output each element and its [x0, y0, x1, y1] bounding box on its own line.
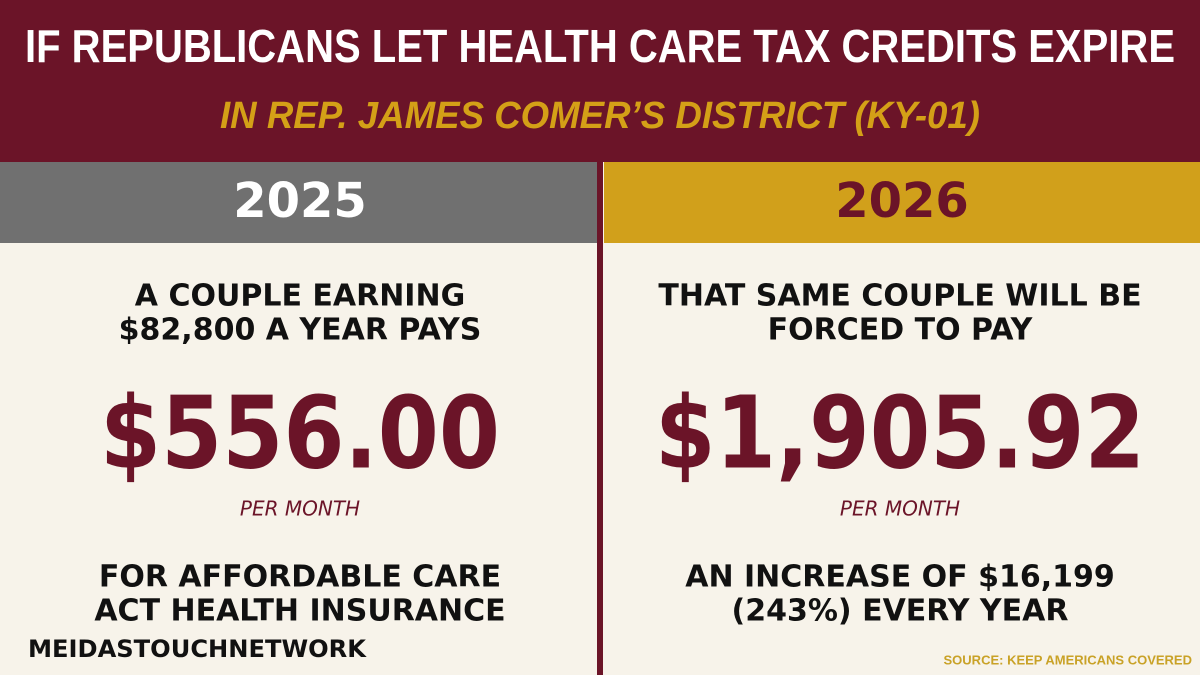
text-line: FORCED TO PAY: [768, 313, 1034, 348]
year-band-right: [604, 162, 1200, 243]
amount: $556.00: [100, 374, 500, 491]
amount: $1,905.92: [655, 374, 1145, 491]
text-line: THAT SAME COUPLE WILL BE: [658, 279, 1141, 314]
text-line: $82,800 A YEAR PAYS: [119, 313, 482, 348]
text-line: FOR AFFORDABLE CARE: [99, 560, 501, 595]
year: 2025: [233, 173, 367, 229]
source: SOURCE: KEEP AMERICANS COVERED: [944, 652, 1192, 667]
text-line: A COUPLE EARNING: [135, 279, 465, 314]
year: 2026: [835, 173, 969, 229]
per-month: PER MONTH: [240, 497, 360, 521]
header-band: [0, 0, 1200, 162]
title: IF REPUBLICANS LET HEALTH CARE TAX CREDI…: [25, 20, 1175, 72]
text-line: AN INCREASE OF $16,199: [685, 560, 1115, 595]
year-band-left: [0, 162, 598, 243]
text-line: (243%) EVERY YEAR: [732, 594, 1069, 629]
text-line: ACT HEALTH INSURANCE: [94, 594, 505, 629]
per-month: PER MONTH: [840, 497, 960, 521]
subtitle: IN REP. JAMES COMER’S DISTRICT (KY-01): [220, 95, 980, 137]
logo: MEIDASTOUCHNETWORK: [28, 635, 367, 663]
divider: [597, 162, 603, 675]
